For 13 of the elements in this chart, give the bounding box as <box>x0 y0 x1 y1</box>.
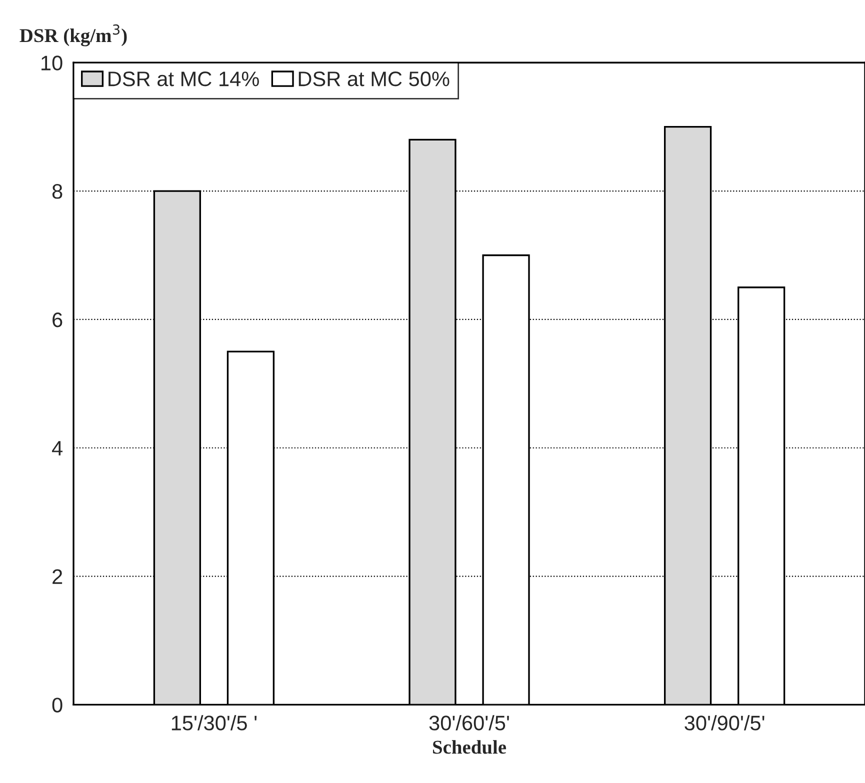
y-axis-title: DSR (kg/m$^{3}$) <box>20 24 127 46</box>
y-tick-label: 6 <box>52 312 62 328</box>
x-tick-label: 30'/90'/5' <box>684 715 764 730</box>
legend-label: DSR at MC 14% <box>108 72 259 86</box>
legend-label: DSR at MC 50% <box>298 72 450 86</box>
x-axis-title: Schedule <box>433 740 506 754</box>
x-tick-label: 15'/30'/5 ' <box>172 715 257 730</box>
y-tick-label: 2 <box>52 569 62 584</box>
y-tick-label: 8 <box>52 184 62 199</box>
y-tick-label: 10 <box>42 56 62 70</box>
y-tick-label: 4 <box>52 441 62 456</box>
y-tick-label: 0 <box>52 698 62 712</box>
x-tick-label: 30'/60'/5' <box>429 715 509 730</box>
